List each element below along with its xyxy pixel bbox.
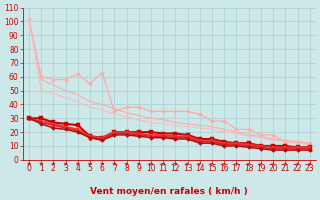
- X-axis label: Vent moyen/en rafales ( km/h ): Vent moyen/en rafales ( km/h ): [91, 187, 248, 196]
